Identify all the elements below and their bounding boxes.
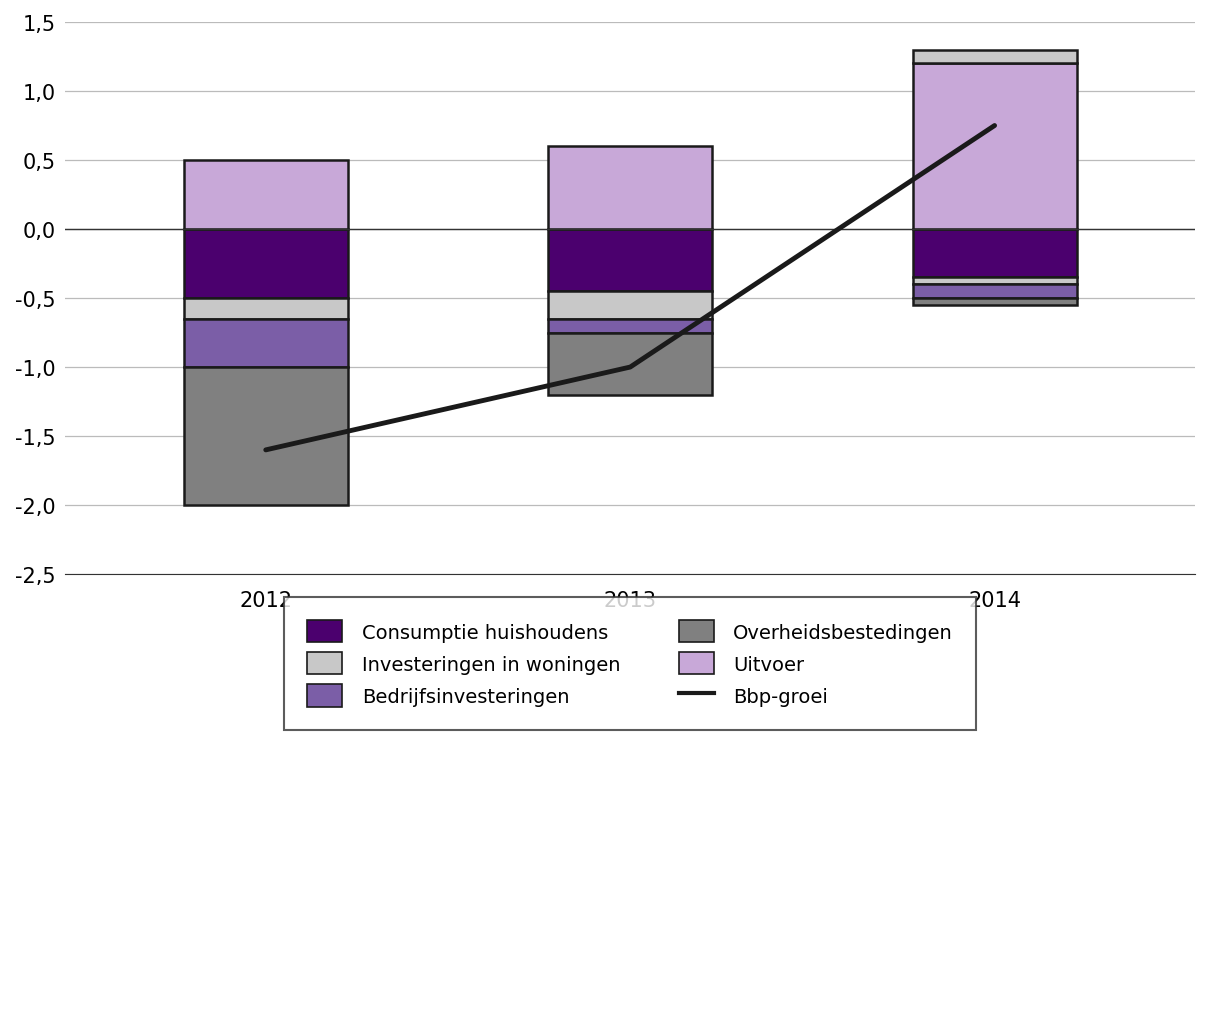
Bar — [548, 291, 713, 319]
Bar — [912, 278, 1077, 285]
Bar — [184, 230, 347, 299]
Legend: Consumptie huishoudens, Investeringen in woningen, Bedrijfsinvesteringen, Overhe: Consumptie huishoudens, Investeringen in… — [284, 597, 976, 731]
Bar — [548, 333, 713, 395]
Bar — [912, 299, 1077, 306]
Bar — [184, 319, 347, 368]
Bar — [184, 299, 347, 319]
Bar — [548, 230, 713, 291]
Bar — [912, 285, 1077, 299]
Bar — [184, 368, 347, 505]
Bar — [548, 319, 713, 333]
Bar — [912, 64, 1077, 230]
Bar — [912, 51, 1077, 64]
Bar — [548, 147, 713, 230]
Bar — [912, 230, 1077, 278]
Bar — [184, 161, 347, 230]
